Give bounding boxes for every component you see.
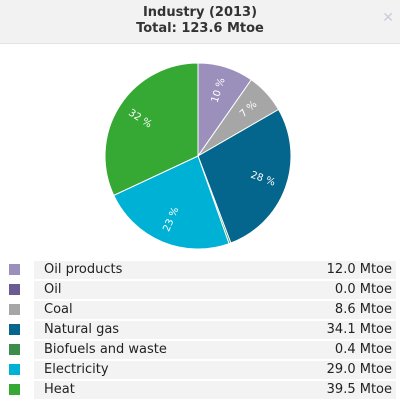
legend-row-heat[interactable]: Heat 39.5 Mtoe (4, 381, 396, 399)
legend-label: Oil products (34, 261, 272, 279)
legend-swatch (9, 284, 20, 295)
pie-slice-heat[interactable] (104, 62, 199, 197)
legend-row-oil[interactable]: Oil 0.0 Mtoe (4, 281, 396, 299)
legend-row-natural-gas[interactable]: Natural gas 34.1 Mtoe (4, 321, 396, 339)
legend-label: Biofuels and waste (34, 341, 272, 359)
chart-header: Industry (2013) Total: 123.6 Mtoe ✕ (0, 0, 400, 44)
legend-row-biofuels-and-waste[interactable]: Biofuels and waste 0.4 Mtoe (4, 341, 396, 359)
pie-slice-natural-gas[interactable] (197, 108, 292, 244)
legend-value: 29.0 Mtoe (266, 361, 396, 379)
legend-value: 39.5 Mtoe (266, 381, 396, 399)
legend-swatch (9, 364, 20, 375)
legend-swatch (9, 264, 20, 275)
legend-label: Natural gas (34, 321, 272, 339)
pie-chart: 10 %7 %28 %23 %32 % (104, 62, 292, 250)
legend-label: Electricity (34, 361, 272, 379)
legend-value: 8.6 Mtoe (266, 301, 396, 319)
close-icon[interactable]: ✕ (382, 10, 394, 26)
legend-swatch (9, 324, 20, 335)
legend-row-electricity[interactable]: Electricity 29.0 Mtoe (4, 361, 396, 379)
chart-title: Industry (2013) (142, 5, 258, 20)
legend-value: 0.0 Mtoe (266, 281, 396, 299)
legend-value: 0.4 Mtoe (266, 341, 396, 359)
legend-row-coal[interactable]: Coal 8.6 Mtoe (4, 301, 396, 319)
legend-swatch (9, 304, 20, 315)
legend-label: Oil (34, 281, 272, 299)
legend-label: Coal (34, 301, 272, 319)
chart-subtitle: Total: 123.6 Mtoe (136, 21, 264, 36)
legend: Oil products 12.0 Mtoe Oil 0.0 Mtoe Coal 8.6 … (4, 261, 396, 401)
legend-swatch (9, 344, 20, 355)
legend-label: Heat (34, 381, 272, 399)
legend-value: 12.0 Mtoe (266, 261, 396, 279)
pie-slice-electricity[interactable] (113, 155, 230, 250)
legend-value: 34.1 Mtoe (266, 321, 396, 339)
legend-row-oil-products[interactable]: Oil products 12.0 Mtoe (4, 261, 396, 279)
legend-swatch (9, 384, 20, 395)
